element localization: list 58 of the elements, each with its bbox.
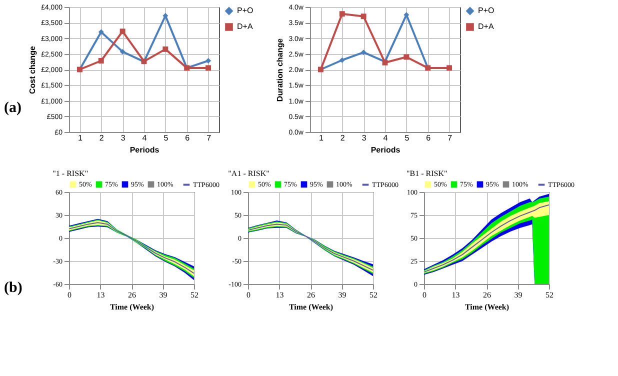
- point: [98, 29, 104, 35]
- x-tick-label: 13: [276, 290, 284, 300]
- point: [404, 54, 410, 60]
- y-axis-title: Cost change: [28, 45, 38, 94]
- x-axis-title: Periods: [130, 146, 160, 154]
- x-tick-label: 39: [159, 290, 168, 300]
- x-tick-label: 52: [190, 290, 198, 300]
- x-tick-label: 26: [483, 290, 491, 300]
- y-axis-title: Duration change: [276, 38, 285, 102]
- legend-label: D+A: [237, 22, 254, 31]
- point: [339, 57, 345, 63]
- x-tick-label: 4: [142, 134, 148, 142]
- x-tick-label: 26: [128, 290, 136, 300]
- legend-label: D+A: [478, 22, 494, 31]
- x-tick-label: 39: [514, 290, 522, 300]
- x-tick-label: 3: [362, 134, 367, 142]
- x-axis-title: Periods: [370, 146, 401, 154]
- point: [339, 11, 345, 17]
- x-tick-label: 52: [370, 290, 378, 300]
- chart-title: "A1 - RISK": [228, 169, 270, 178]
- point: [162, 13, 168, 18]
- x-tick-label: 26: [307, 290, 315, 300]
- x-tick-label: 13: [452, 290, 460, 300]
- x-tick-label: 0: [246, 290, 250, 300]
- x-tick-label: 2: [340, 134, 346, 142]
- legend-label: P+O: [478, 6, 494, 15]
- x-tick-label: 1: [78, 134, 83, 142]
- text: (a): [4, 100, 22, 117]
- point: [206, 58, 212, 64]
- x-tick-label: 6: [185, 134, 190, 142]
- point: [206, 65, 212, 71]
- x-tick-label: 5: [404, 134, 410, 142]
- x-tick-label: 13: [96, 290, 105, 300]
- point: [360, 50, 366, 56]
- legend-label: P+O: [237, 6, 254, 15]
- x-tick-label: 7: [206, 134, 212, 142]
- chart-title: "B1 - RISK": [406, 169, 448, 178]
- text: (b): [4, 280, 22, 297]
- x-tick-label: 2: [99, 134, 104, 142]
- point: [120, 28, 126, 34]
- x-tick-label: 7: [448, 134, 453, 142]
- x-tick-label: 0: [68, 290, 72, 300]
- x-axis-title: Time (Week): [464, 302, 510, 312]
- chart-title: "1 - RISK": [52, 169, 88, 178]
- point: [360, 14, 366, 20]
- point: [120, 48, 126, 54]
- x-tick-label: 6: [426, 134, 432, 142]
- x-axis-title: Time (Week): [110, 302, 154, 312]
- x-tick-label: 39: [338, 290, 346, 300]
- x-tick-label: 3: [120, 134, 126, 142]
- x-tick-label: 5: [164, 134, 169, 142]
- x-tick-label: 4: [383, 134, 388, 142]
- x-tick-label: 0: [422, 290, 426, 300]
- point: [98, 58, 104, 64]
- point: [162, 46, 168, 52]
- x-axis-title: Time (Week): [288, 302, 334, 312]
- x-tick-label: 52: [546, 290, 554, 300]
- x-tick-label: 1: [318, 134, 324, 142]
